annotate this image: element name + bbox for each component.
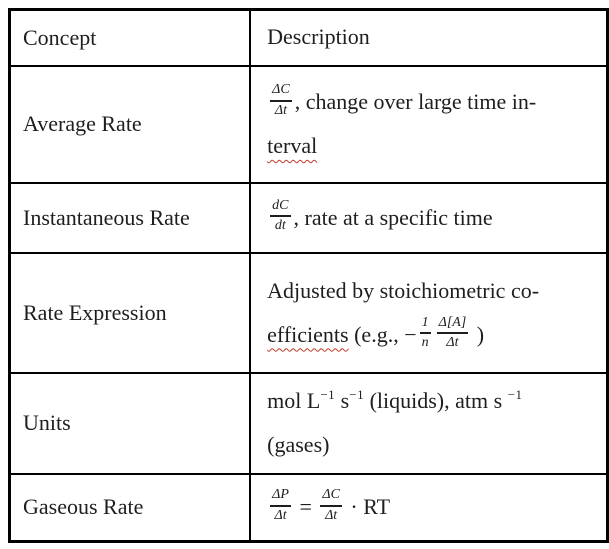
math-fraction: ΔC Δt	[270, 82, 292, 120]
table-body: Average Rate ΔC Δt, change over large tim…	[8, 64, 609, 543]
table-header-row: Concept Description	[8, 8, 609, 67]
fraction-denominator: Δt	[446, 335, 459, 351]
concept-table: Concept Description Average Rate ΔC Δt, c…	[8, 8, 609, 543]
table-head: Concept Description	[8, 8, 609, 67]
concept-cell: Average Rate	[8, 64, 252, 184]
fraction-numerator: ΔP	[270, 487, 291, 508]
table-row: Average Rate ΔC Δt, change over large tim…	[8, 64, 609, 184]
header-cell-description: Description	[249, 8, 609, 67]
fraction-denominator: Δt	[274, 102, 287, 118]
math-fraction: dC dt	[270, 198, 291, 236]
header-cell-concept: Concept	[8, 8, 252, 67]
fraction-denominator: dt	[274, 218, 286, 234]
superscript-exponent: −1	[507, 387, 523, 402]
fraction-denominator: Δt	[325, 508, 338, 524]
fraction-numerator: ΔC	[320, 487, 342, 508]
description-cell: dC dt, rate at a specific time	[249, 181, 609, 254]
math-fraction: ΔP Δt	[270, 487, 291, 525]
description-cell: Adjusted by stoichiometric co-efficients…	[249, 251, 609, 374]
fraction-numerator: ΔC	[270, 82, 292, 102]
superscript-exponent: −1	[320, 387, 336, 402]
table-row: Rate Expression Adjusted by stoichiometr…	[8, 251, 609, 374]
concept-cell: Units	[8, 371, 252, 475]
fraction-denominator: Δt	[274, 508, 287, 524]
math-fraction: Δ[A] Δt	[436, 315, 469, 353]
concept-cell: Rate Expression	[8, 251, 252, 374]
fraction-numerator: 1	[419, 315, 431, 335]
description-cell: mol L−1 s−1 (liquids), atm s −1 (gases)	[249, 371, 609, 475]
fraction-numerator: dC	[270, 198, 291, 218]
superscript-exponent: −1	[349, 387, 365, 402]
concept-cell: Instantaneous Rate	[8, 181, 252, 254]
table-row: Gaseous Rate ΔP Δt = ΔC Δt · RT	[8, 472, 609, 543]
fraction-denominator: n	[421, 335, 429, 351]
table-row: Instantaneous Rate dC dt, rate at a speci…	[8, 181, 609, 254]
table-row: Units mol L−1 s−1 (liquids), atm s −1 (ga…	[8, 371, 609, 475]
description-cell: ΔP Δt = ΔC Δt · RT	[249, 472, 609, 543]
description-cell: ΔC Δt, change over large time in-terval	[249, 64, 609, 184]
spellcheck-underlined-word: terval	[267, 133, 318, 158]
fraction-numerator: Δ[A]	[436, 315, 469, 335]
spellcheck-underlined-word: efficients	[267, 321, 349, 347]
math-fraction: ΔC Δt	[320, 487, 342, 525]
concept-cell: Gaseous Rate	[8, 472, 252, 543]
